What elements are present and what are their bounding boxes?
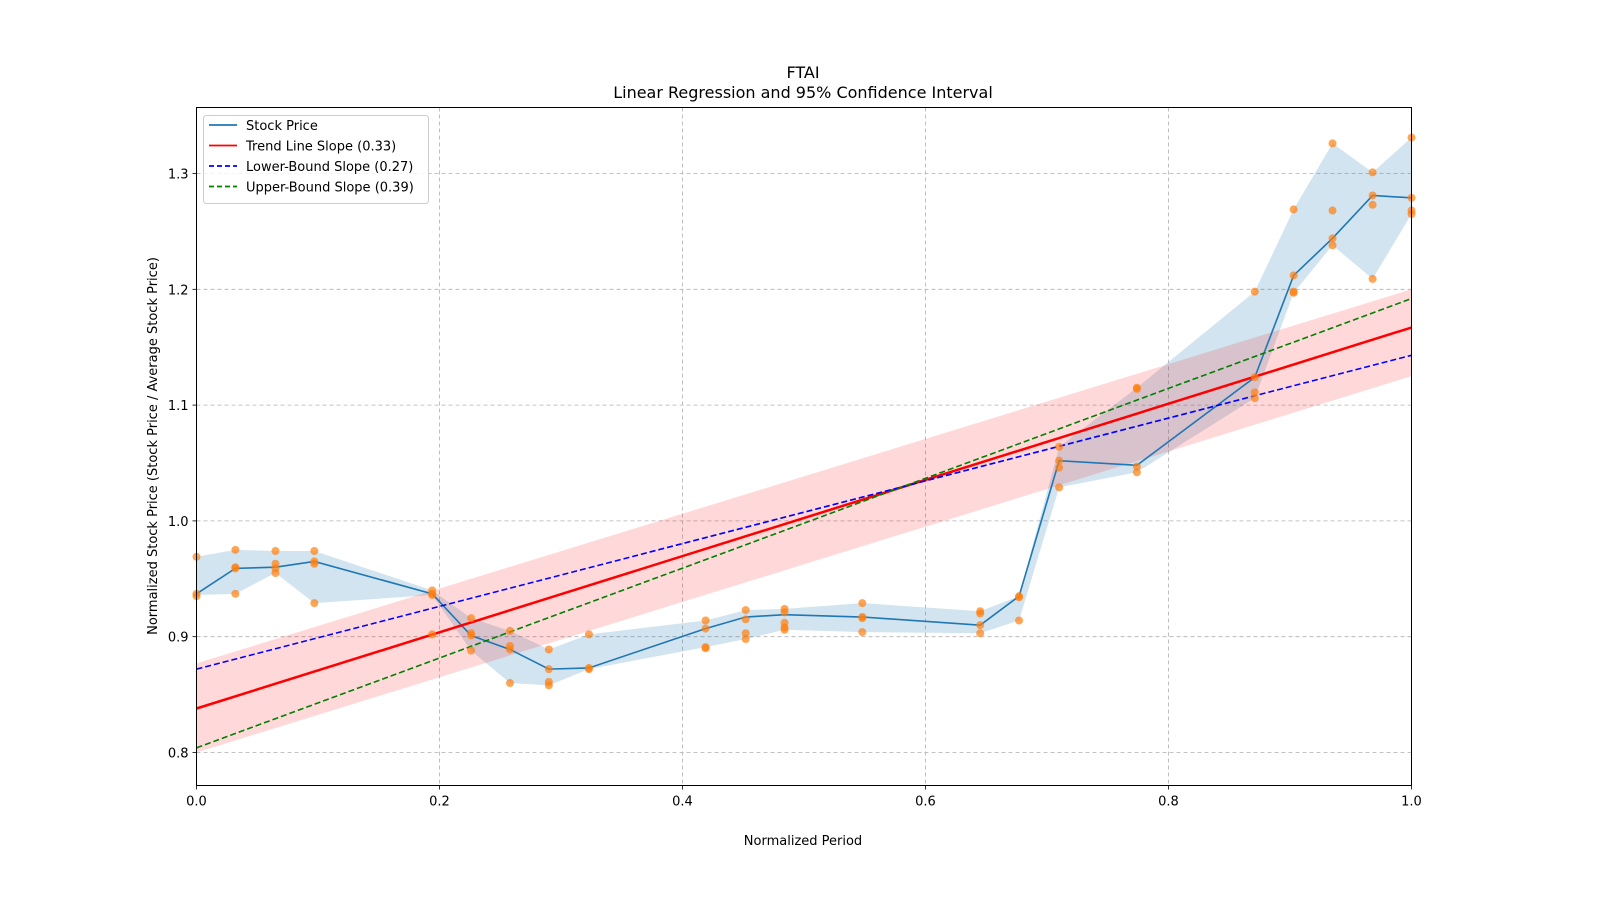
x-axis-label: Normalized Period xyxy=(744,834,862,849)
scatter-point xyxy=(741,635,750,644)
stock-price-line xyxy=(196,194,1412,670)
scatter-point xyxy=(780,608,789,617)
lower-bound-line xyxy=(196,354,1412,670)
plot-frame xyxy=(196,107,1412,786)
chart-subtitle: Linear Regression and 95% Confidence Int… xyxy=(613,83,993,102)
trend-confidence-band xyxy=(196,289,1412,753)
scatter-point xyxy=(1328,241,1337,250)
scatter-point xyxy=(741,629,750,638)
scatter-point xyxy=(428,591,437,600)
scatter-point xyxy=(271,569,280,578)
scatter-point xyxy=(310,559,319,568)
stock-price-band xyxy=(196,137,1412,686)
scatter-point xyxy=(858,614,867,623)
scatter-point xyxy=(231,564,240,573)
legend-label: Stock Price xyxy=(246,119,318,134)
legend-label: Trend Line Slope (0.33) xyxy=(245,140,396,155)
scatter-point xyxy=(544,681,553,690)
confidence-bands xyxy=(196,137,1412,753)
scatter-point xyxy=(1368,200,1377,209)
x-tick-label: 0.4 xyxy=(672,795,693,810)
legend-label: Upper-Bound Slope (0.39) xyxy=(246,181,414,196)
scatter-point xyxy=(1055,456,1064,465)
scatter-point xyxy=(1368,191,1377,200)
scatter-point xyxy=(780,625,789,634)
scatter-point xyxy=(231,589,240,598)
scatter-point xyxy=(310,599,319,608)
scatter-point xyxy=(584,665,593,674)
scatter-point xyxy=(505,679,514,688)
scatter-point xyxy=(858,599,867,608)
scatter-point xyxy=(976,609,985,618)
x-axis: 0.0 0.2 0.4 0.6 0.8 1.0 xyxy=(186,785,1422,810)
scatter-point xyxy=(858,628,867,637)
scatter-point xyxy=(1289,288,1298,297)
y-axis: 0.8 0.9 1.0 1.1 1.2 1.3 xyxy=(168,168,197,762)
scatter-point xyxy=(1015,593,1024,602)
scatter-point xyxy=(1328,206,1337,215)
x-tick-label: 0.0 xyxy=(186,795,207,810)
chart-title: FTAI xyxy=(786,63,819,82)
scatter-point xyxy=(701,616,710,625)
scatter-point xyxy=(505,645,514,654)
scatter-points xyxy=(192,133,1416,690)
scatter-point xyxy=(1015,616,1024,625)
scatter-point xyxy=(1132,384,1141,393)
scatter-point xyxy=(1289,205,1298,214)
scatter-point xyxy=(544,645,553,654)
scatter-point xyxy=(584,630,593,639)
x-tick-label: 0.2 xyxy=(429,795,450,810)
scatter-point xyxy=(467,646,476,655)
x-tick-label: 0.6 xyxy=(915,795,936,810)
x-tick-label: 0.8 xyxy=(1158,795,1179,810)
scatter-point xyxy=(1250,394,1259,403)
scatter-point xyxy=(467,631,476,640)
scatter-point xyxy=(1055,442,1064,451)
scatter-point xyxy=(741,606,750,615)
scatter-point xyxy=(1250,373,1259,382)
scatter-point xyxy=(467,614,476,623)
scatter-point xyxy=(1250,388,1259,397)
scatter-point xyxy=(428,630,437,639)
legend-box xyxy=(203,115,429,204)
scatter-point xyxy=(1132,462,1141,471)
y-tick-label: 1.0 xyxy=(168,515,189,530)
scatter-point xyxy=(1055,483,1064,492)
trend-line xyxy=(196,326,1412,710)
scatter-point xyxy=(310,547,319,556)
legend-label: Lower-Bound Slope (0.27) xyxy=(246,160,413,175)
scatter-point xyxy=(544,665,553,674)
y-tick-label: 0.9 xyxy=(168,631,189,646)
scatter-point xyxy=(1132,468,1141,477)
y-axis-label: Normalized Stock Price (Stock Price / Av… xyxy=(146,257,161,635)
scatter-point xyxy=(701,624,710,633)
scatter-point xyxy=(1368,274,1377,283)
y-tick-label: 1.2 xyxy=(168,283,189,298)
grid-lines xyxy=(196,107,1412,786)
legend: Stock Price Trend Line Slope (0.33) Lower-… xyxy=(203,115,429,204)
y-tick-label: 0.8 xyxy=(168,747,189,762)
scatter-point xyxy=(271,547,280,556)
scatter-point xyxy=(1328,139,1337,148)
scatter-point xyxy=(1055,463,1064,472)
scatter-point xyxy=(1328,234,1337,243)
scatter-point xyxy=(976,629,985,638)
scatter-point xyxy=(1368,168,1377,177)
scatter-point xyxy=(231,545,240,554)
scatter-point xyxy=(505,626,514,635)
series-lines xyxy=(196,194,1412,749)
y-tick-label: 1.1 xyxy=(168,399,189,414)
scatter-point xyxy=(741,615,750,624)
scatter-point xyxy=(976,621,985,630)
scatter-point xyxy=(1289,271,1298,280)
y-tick-label: 1.3 xyxy=(168,168,189,183)
scatter-point xyxy=(701,644,710,653)
x-tick-label: 1.0 xyxy=(1401,795,1422,810)
scatter-point xyxy=(1250,287,1259,296)
